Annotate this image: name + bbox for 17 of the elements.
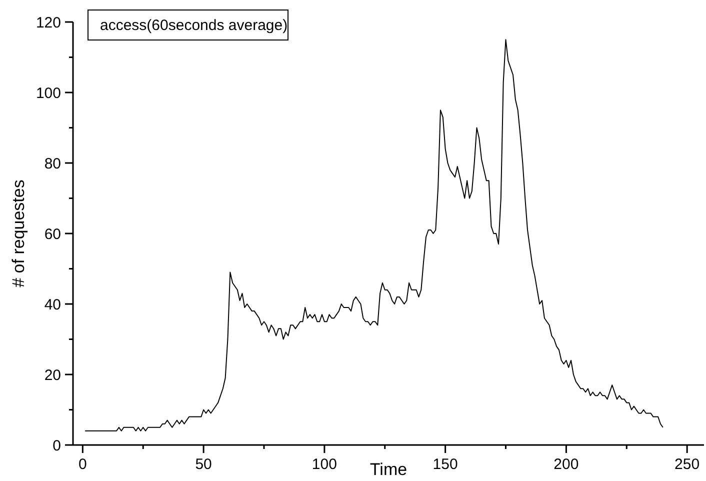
x-tick-label: 100 xyxy=(312,456,337,473)
x-tick-label: 50 xyxy=(195,456,212,473)
y-tick-label: 80 xyxy=(44,155,61,172)
x-tick-label: 0 xyxy=(78,456,87,473)
y-tick-label: 120 xyxy=(36,14,61,32)
y-tick-label: 0 xyxy=(52,437,61,454)
x-tick-label: 200 xyxy=(554,456,579,473)
x-tick-label: 250 xyxy=(674,456,700,473)
y-axis-title: # of requestes xyxy=(9,180,28,288)
x-tick-label: 150 xyxy=(432,456,458,473)
y-tick-label: 40 xyxy=(44,296,61,314)
y-tick-label: 60 xyxy=(44,226,61,243)
y-tick-label: 20 xyxy=(44,366,61,384)
x-axis-title: Time xyxy=(370,460,408,479)
y-tick-label: 100 xyxy=(36,84,61,102)
text: access(60seconds average) xyxy=(100,17,288,34)
line-series xyxy=(84,39,664,432)
